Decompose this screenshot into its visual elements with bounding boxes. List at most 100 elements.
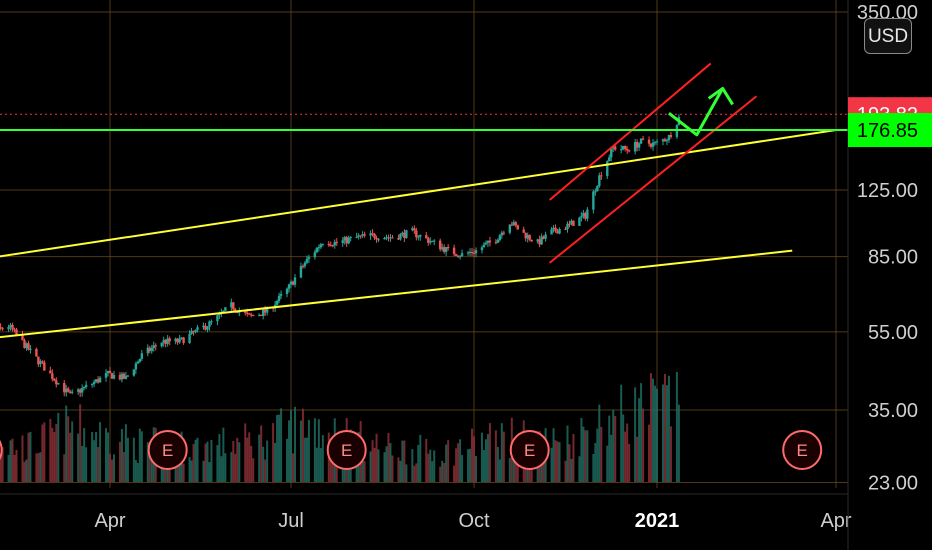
- volume-bar: [69, 432, 72, 482]
- candle-body: [301, 266, 305, 268]
- volume-bar: [622, 414, 625, 482]
- candle-body: [23, 340, 26, 349]
- candle-body: [512, 222, 515, 226]
- candle-body: [516, 225, 519, 230]
- candle-body: [293, 277, 297, 285]
- candle-body: [222, 310, 225, 313]
- candle-body: [98, 377, 102, 383]
- candle-body: [592, 191, 595, 210]
- volume-bar: [496, 447, 499, 482]
- volume-bar: [552, 428, 555, 482]
- candle-body: [315, 247, 319, 253]
- trendline: [548, 95, 758, 264]
- candle-body: [80, 388, 84, 393]
- volume-bar: [628, 444, 631, 482]
- volume-bar: [29, 431, 32, 482]
- volume-bar: [39, 452, 42, 482]
- candle-body: [265, 307, 269, 313]
- candle-body: [627, 150, 631, 152]
- volume-bar: [610, 434, 613, 482]
- volume-bar: [202, 460, 205, 482]
- volume-bar: [640, 383, 643, 482]
- volume-bar: [371, 440, 374, 482]
- volume-bar: [262, 446, 265, 482]
- volume-bar: [190, 460, 193, 482]
- earnings-marker[interactable]: E: [782, 430, 823, 470]
- volume-bar: [650, 373, 653, 482]
- price-badge: 176.85: [848, 113, 932, 148]
- candle-body: [647, 139, 651, 144]
- candle-body: [429, 241, 432, 243]
- candle-body: [415, 230, 418, 238]
- candle-body: [124, 376, 128, 379]
- volume-bar: [315, 447, 318, 482]
- volume-bar: [385, 446, 388, 482]
- candle-body: [488, 240, 492, 243]
- candle-body: [427, 238, 430, 243]
- candle-body: [482, 244, 486, 248]
- volume-bar: [301, 408, 304, 482]
- candle-body: [363, 234, 366, 236]
- candle-body: [425, 235, 428, 239]
- currency-button[interactable]: USD: [864, 18, 912, 54]
- volume-bar: [204, 443, 207, 482]
- trendline: [0, 249, 793, 339]
- volume-bar: [558, 442, 561, 482]
- volume-bar: [373, 447, 376, 482]
- candle-body: [438, 240, 442, 250]
- volume-bar: [250, 445, 253, 482]
- candle-body: [232, 302, 235, 310]
- volume-bar: [238, 442, 241, 482]
- candle-body: [669, 134, 673, 137]
- volume-bar: [132, 437, 135, 482]
- candle-body: [526, 235, 529, 239]
- candle-body: [369, 233, 372, 236]
- candle-body: [580, 216, 583, 218]
- earnings-marker[interactable]: E: [326, 430, 367, 470]
- volume-bar: [110, 459, 113, 482]
- volume-bar: [516, 450, 519, 482]
- candle-body: [556, 231, 559, 234]
- candle-body: [321, 243, 325, 245]
- volume-bar: [234, 453, 237, 482]
- volume-bar: [264, 459, 267, 482]
- earnings-label: E: [162, 441, 173, 460]
- candle-body: [9, 324, 12, 328]
- volume-bar: [580, 418, 583, 482]
- candle-body: [600, 175, 603, 177]
- candle-body: [11, 324, 14, 330]
- volume-bar: [494, 430, 497, 482]
- earnings-marker[interactable]: E: [0, 431, 3, 469]
- earnings-circle: [147, 430, 188, 470]
- candle-body: [263, 309, 267, 313]
- earnings-marker[interactable]: E: [147, 430, 188, 470]
- volume-bar: [663, 373, 666, 482]
- volume-bar: [55, 423, 58, 482]
- candle-body: [474, 250, 478, 254]
- candle-body: [584, 213, 587, 219]
- candle-body: [65, 388, 68, 393]
- earnings-marker[interactable]: E: [509, 430, 550, 470]
- volume-bar: [584, 430, 587, 482]
- volume-bar: [206, 441, 209, 482]
- candle-body: [524, 232, 527, 239]
- candle-body: [480, 247, 484, 251]
- candle-body: [667, 134, 671, 141]
- candle-body: [13, 329, 16, 331]
- volume-bar: [482, 450, 485, 482]
- candle-body: [146, 347, 149, 354]
- volume-bar: [399, 460, 402, 482]
- volume-bar: [594, 443, 597, 482]
- volume-bar: [105, 428, 108, 482]
- candle-body: [43, 362, 46, 371]
- candle-body: [550, 229, 553, 235]
- candle-body: [122, 373, 126, 379]
- volume-bar: [634, 387, 637, 482]
- candle-body: [234, 309, 237, 311]
- volume-bar: [596, 428, 599, 482]
- candle-body: [641, 138, 645, 140]
- x-tick-label: 2021: [635, 510, 680, 532]
- candle-body: [210, 321, 213, 323]
